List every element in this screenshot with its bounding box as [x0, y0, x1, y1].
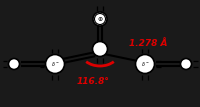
Circle shape — [8, 59, 20, 70]
Text: $\delta^-$: $\delta^-$ — [141, 60, 149, 68]
Text: $\oplus$: $\oplus$ — [97, 15, 103, 22]
Circle shape — [92, 42, 108, 56]
Circle shape — [95, 13, 106, 25]
Text: 116.8°: 116.8° — [77, 77, 109, 85]
Circle shape — [46, 54, 64, 74]
Circle shape — [136, 54, 154, 74]
Text: 1.278 Å: 1.278 Å — [129, 39, 167, 48]
Text: $\delta^-$: $\delta^-$ — [51, 60, 59, 68]
Circle shape — [93, 12, 107, 26]
Circle shape — [180, 59, 192, 70]
